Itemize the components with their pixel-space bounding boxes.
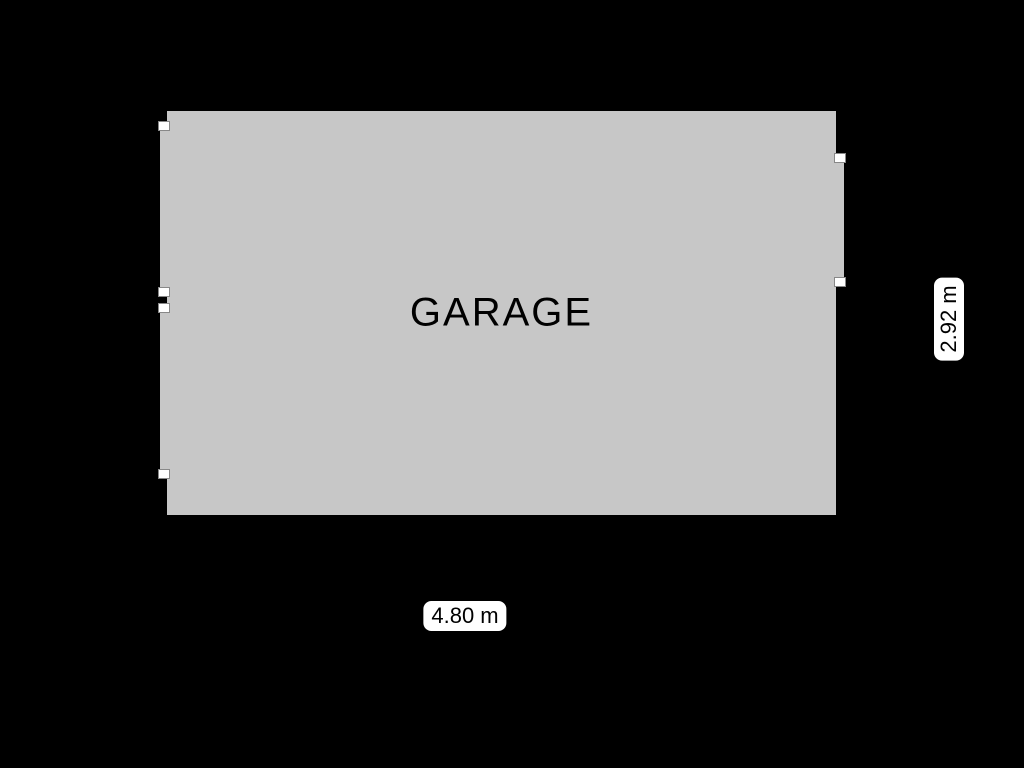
- room-label: GARAGE: [410, 291, 593, 336]
- height-dimension-label: 2.92 m: [934, 277, 964, 360]
- door-cap: [158, 287, 170, 297]
- door-cap: [834, 277, 846, 287]
- door-opening: [836, 155, 844, 285]
- garage-room: GARAGE: [164, 108, 839, 518]
- door-opening: [160, 123, 168, 295]
- door-opening: [160, 305, 168, 477]
- door-cap: [834, 153, 846, 163]
- door-cap: [158, 469, 170, 479]
- door-cap: [158, 121, 170, 131]
- width-dimension-label: 4.80 m: [423, 601, 506, 631]
- door-cap: [158, 303, 170, 313]
